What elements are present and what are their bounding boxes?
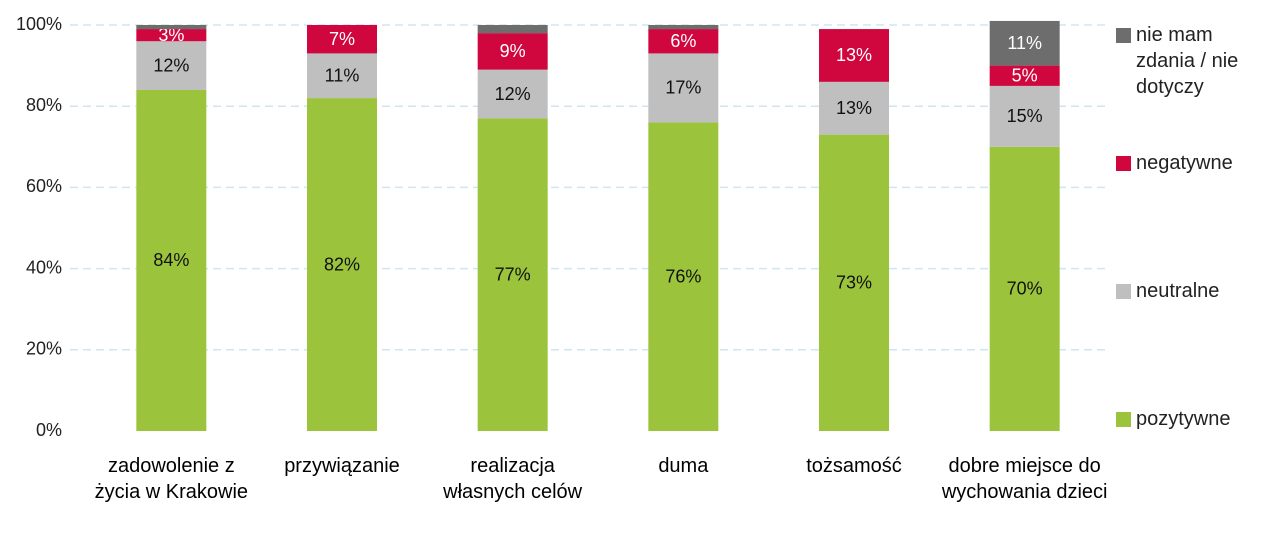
legend-label: nie mam zdania / nie dotyczy xyxy=(1136,24,1239,98)
legend-swatch xyxy=(1116,28,1131,43)
data-label: 3% xyxy=(158,25,184,45)
data-label: 76% xyxy=(665,266,701,286)
y-tick-label: 20% xyxy=(26,339,62,359)
x-tick-label: dobre miejsce do wychowania dzieci xyxy=(941,455,1108,503)
bar-segment xyxy=(989,20,1060,66)
data-label: 70% xyxy=(1007,279,1043,299)
data-label: 6% xyxy=(670,31,696,51)
bar-segment xyxy=(136,25,207,30)
data-label: 11% xyxy=(1007,33,1042,53)
data-label: 15% xyxy=(1007,106,1043,126)
bar-segment xyxy=(648,25,719,30)
bar-segment xyxy=(477,33,548,70)
data-label: 7% xyxy=(329,29,355,49)
bar-segment xyxy=(989,65,1060,86)
bar-segment xyxy=(648,29,719,54)
bar-segment xyxy=(989,146,1060,432)
x-tick-label: przywiązanie xyxy=(284,455,400,477)
bar-segment xyxy=(307,53,377,99)
y-tick-label: 100% xyxy=(16,14,62,34)
x-tick-label: realizacja własnych celów xyxy=(443,455,583,503)
data-label: 11% xyxy=(325,66,360,86)
data-label: 17% xyxy=(665,78,701,98)
x-tick-label: zadowolenie z życia w Krakowie xyxy=(94,455,249,503)
data-label: 13% xyxy=(836,98,872,118)
data-label: 12% xyxy=(495,84,531,104)
bar-segment xyxy=(477,69,548,119)
y-tick-label: 60% xyxy=(26,176,62,196)
bar-segment xyxy=(136,29,207,42)
y-tick-label: 80% xyxy=(26,95,62,115)
data-label: 77% xyxy=(495,264,531,284)
data-label: 82% xyxy=(324,254,360,274)
bar-segment xyxy=(477,25,548,34)
bar-segment xyxy=(819,134,889,431)
bar-segment xyxy=(136,41,207,90)
legend-label: pozytywne xyxy=(1136,408,1231,430)
legend-swatch xyxy=(1116,156,1131,171)
bar-segment xyxy=(648,53,719,123)
data-label: 84% xyxy=(153,250,189,270)
legend-swatch xyxy=(1116,412,1131,427)
bar-segment xyxy=(477,118,548,431)
y-tick-label: 0% xyxy=(36,420,62,440)
bar-segment xyxy=(819,81,889,135)
data-label: 12% xyxy=(153,55,189,75)
bar-segment xyxy=(819,29,889,82)
data-label: 13% xyxy=(836,45,872,65)
bar-segment xyxy=(307,98,377,431)
x-tick-label: tożsamość xyxy=(806,455,902,477)
legend-label: negatywne xyxy=(1136,152,1233,174)
x-tick-label: duma xyxy=(658,455,709,477)
bar-segment xyxy=(136,89,207,432)
y-tick-label: 40% xyxy=(26,257,62,277)
bar-segment xyxy=(648,122,719,431)
data-label: 73% xyxy=(836,273,872,293)
legend-swatch xyxy=(1116,284,1131,299)
data-label: 5% xyxy=(1012,66,1038,86)
bar-segment xyxy=(307,25,377,54)
legend-label: neutralne xyxy=(1136,280,1220,302)
bar-segment xyxy=(989,85,1060,147)
data-label: 9% xyxy=(500,41,526,61)
